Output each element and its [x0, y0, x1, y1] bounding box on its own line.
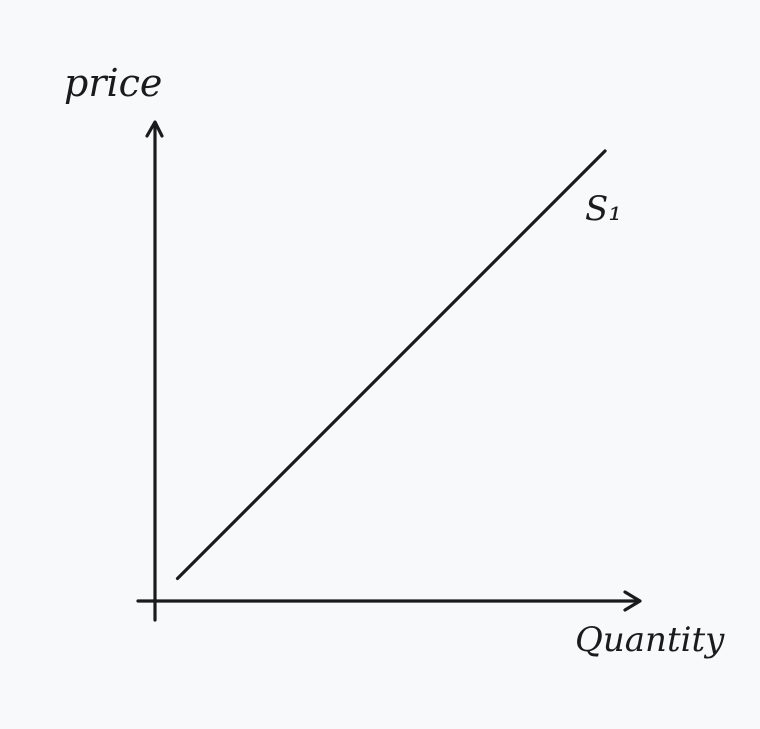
x-axis-label: Quantity — [575, 620, 725, 660]
series-label-s1: S₁ — [585, 189, 622, 229]
y-axis-label: price — [64, 61, 162, 105]
x-axis-arrow-icon — [623, 590, 642, 612]
supply-curve-line — [175, 149, 607, 581]
y-axis-arrow-icon — [145, 120, 164, 138]
